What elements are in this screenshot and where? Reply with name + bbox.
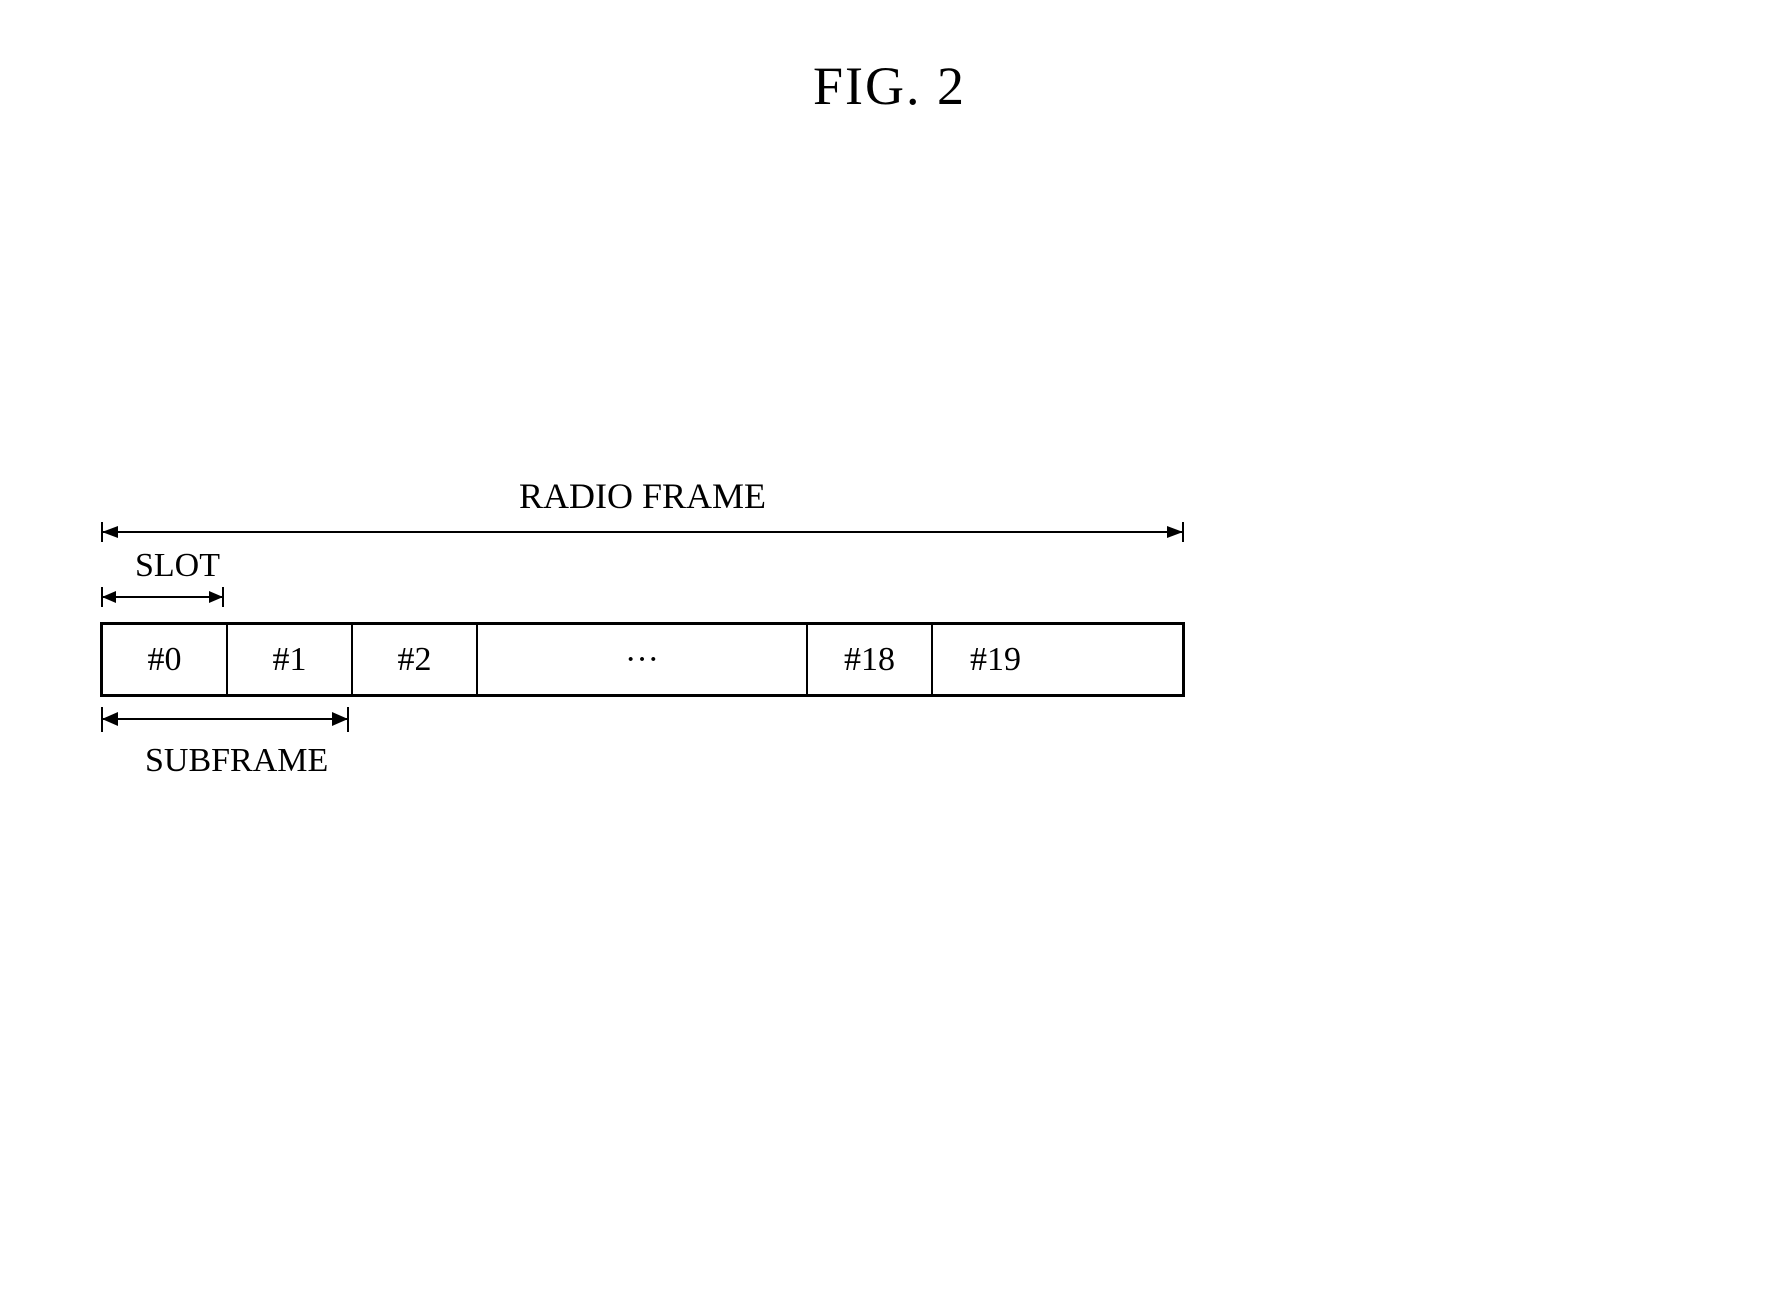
frame-cell-1: #1 [228,625,353,694]
frame-cell-2: #2 [353,625,478,694]
frame-cell-3: ··· [478,625,808,694]
radio-frame-arrow [100,522,1185,542]
slot-label-row: SLOT [100,547,1185,592]
frame-cell-0: #0 [103,625,228,694]
subframe-arrow-container: SUBFRAME [100,707,1185,732]
subframe-label: SUBFRAME [145,742,328,780]
frame-cell-4: #18 [808,625,933,694]
frame-cell-5: #19 [933,625,1058,694]
frame-diagram: RADIO FRAME SLOT #0#1#2···#18#19 [100,475,1185,732]
subframe-arrow [100,707,350,732]
slot-label: SLOT [135,547,220,585]
slot-arrow [100,587,225,607]
radio-frame-label: RADIO FRAME [100,475,1185,517]
frame-table: #0#1#2···#18#19 [100,622,1185,697]
figure-title: FIG. 2 [813,55,966,117]
